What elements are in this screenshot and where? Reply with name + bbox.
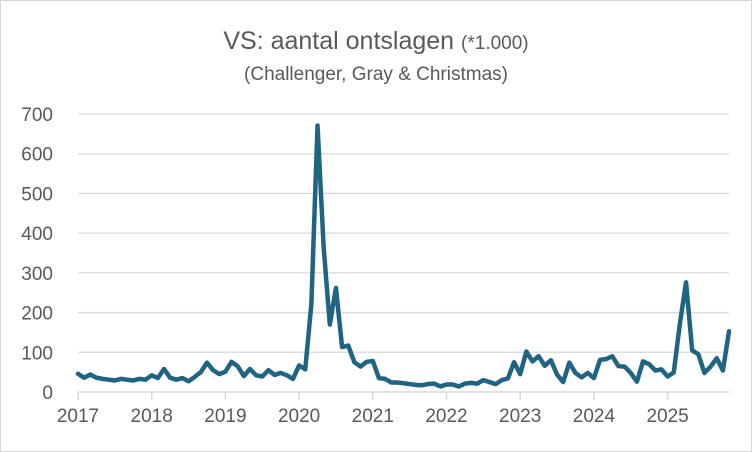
- series-line: [75, 123, 732, 389]
- chart-title-text: VS: aantal ontslagen: [223, 27, 454, 55]
- x-tick-label: 2018: [131, 406, 173, 427]
- y-tick-label: 700: [21, 105, 53, 126]
- x-tick-label: 2025: [646, 406, 688, 427]
- chart-subtitle: (Challenger, Gray & Christmas): [244, 64, 508, 85]
- y-tick-label: 500: [21, 184, 53, 205]
- x-tick-label: 2019: [204, 406, 246, 427]
- chart-title: VS: aantal ontslagen (*1.000): [223, 27, 528, 55]
- x-tick-label: 2022: [425, 406, 467, 427]
- x-tick-label: 2017: [57, 406, 99, 427]
- x-tick-label: 2024: [573, 406, 616, 427]
- y-tick-label: 100: [21, 343, 53, 364]
- y-tick-label: 300: [21, 264, 53, 285]
- y-tick-label: 0: [42, 383, 53, 404]
- x-tick-label: 2021: [352, 406, 394, 427]
- chart-title-suffix: (*1.000): [461, 33, 529, 54]
- x-tick-label: 2020: [278, 406, 320, 427]
- y-tick-label: 400: [21, 224, 53, 245]
- y-tick-label: 200: [21, 304, 53, 325]
- x-tick-label: 2023: [499, 406, 541, 427]
- y-tick-label: 600: [21, 145, 53, 166]
